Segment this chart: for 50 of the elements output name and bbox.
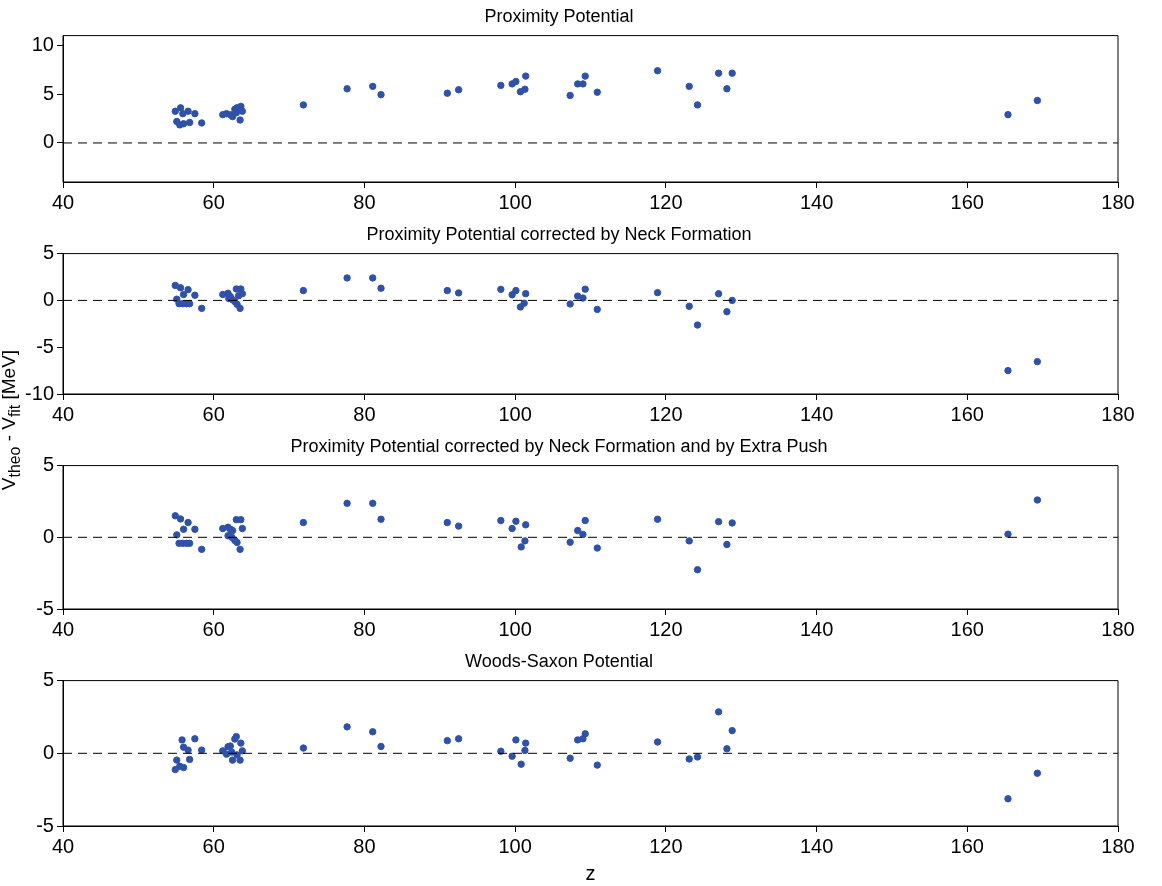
x-tick-label: 80 <box>353 190 376 213</box>
chart-title: Proximity Potential <box>484 5 634 26</box>
x-tick-label: 120 <box>649 834 683 857</box>
x-tick-label: 120 <box>649 617 683 640</box>
y-tick-label: 5 <box>42 668 54 691</box>
x-tick-label: 100 <box>498 834 532 857</box>
y-tick-label: -5 <box>36 596 54 619</box>
x-tick-label: 60 <box>202 834 225 857</box>
x-tick-label: 80 <box>353 402 376 425</box>
x-tick-label: 100 <box>498 402 532 425</box>
x-tick-label: 60 <box>202 617 225 640</box>
x-tick-label: 80 <box>353 617 376 640</box>
x-tick-label: 40 <box>51 617 75 640</box>
x-tick-label: 60 <box>202 402 225 425</box>
x-tick-label: 40 <box>51 190 75 213</box>
y-tick-label: 0 <box>42 740 54 763</box>
x-tick-label: 180 <box>1101 834 1135 857</box>
y-tick-label: -5 <box>36 334 54 357</box>
x-tick-label: 120 <box>649 402 683 425</box>
x-tick-label: 160 <box>950 834 984 857</box>
y-tick-label: 10 <box>31 32 54 55</box>
x-tick-label: 140 <box>799 190 834 213</box>
x-tick-label: 100 <box>498 190 532 213</box>
y-tick-label: 5 <box>42 81 54 104</box>
chart-title: Woods-Saxon Potential <box>465 650 653 671</box>
x-tick-label: 60 <box>202 190 225 213</box>
x-tick-label: 80 <box>353 834 376 857</box>
x-tick-label: 100 <box>498 617 532 640</box>
x-tick-label: 160 <box>950 617 984 640</box>
y-tick-label: 0 <box>42 524 54 547</box>
x-tick-label: 180 <box>1101 190 1135 213</box>
x-tick-label: 140 <box>799 617 834 640</box>
chart-title: Proximity Potential corrected by Neck Formation and by Extra Push <box>290 435 828 456</box>
y-tick-label: 0 <box>42 130 54 153</box>
y-tick-label: 5 <box>42 453 54 476</box>
x-tick-label: 40 <box>51 402 75 425</box>
x-tick-label: 160 <box>950 190 984 213</box>
x-tick-label: 140 <box>799 402 834 425</box>
x-tick-label: 40 <box>51 834 75 857</box>
x-tick-label: 180 <box>1101 402 1135 425</box>
x-tick-label: 160 <box>950 402 984 425</box>
x-tick-label: 140 <box>799 834 834 857</box>
chart-title: Proximity Potential corrected by Neck Formation <box>366 223 752 244</box>
x-tick-label: 120 <box>649 190 683 213</box>
y-tick-label: 5 <box>42 241 54 264</box>
y-tick-label: -5 <box>36 813 54 836</box>
x-axis-title: z <box>585 861 596 884</box>
y-tick-label: 0 <box>42 287 54 310</box>
y-tick-label: -10 <box>25 381 54 404</box>
x-tick-label: 180 <box>1101 617 1135 640</box>
